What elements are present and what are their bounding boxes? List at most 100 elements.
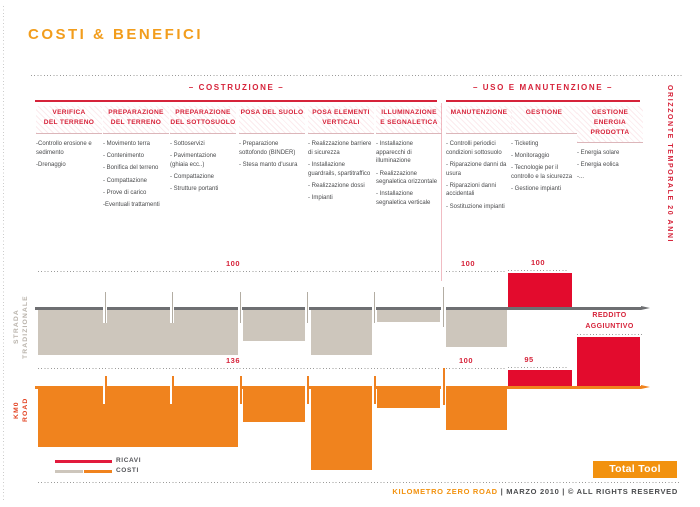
total-tool-badge: Total Tool <box>593 461 677 478</box>
list-item: -Drenaggio <box>36 161 66 168</box>
list-item: - Pavimentazione (ghiaia ecc..) <box>170 153 217 168</box>
column-title: PREPARAZIONE DEL TERRENO <box>103 106 169 134</box>
ref-line-km0-gestione <box>508 367 569 368</box>
list-item: -Eventuali trattamenti <box>103 201 160 208</box>
section-divider-line <box>441 103 442 281</box>
ref-line-trad-gestione <box>508 270 569 271</box>
column-gestione-energia-prodotta: GESTIONE ENERGIA PRODOTTA - Energia sola… <box>577 106 643 185</box>
value-label-km0-costruzione: 136 <box>218 356 248 365</box>
legend-ricavi-label: RICAVI <box>116 457 142 464</box>
bar-trad-costi-elementi-verticali <box>311 310 372 355</box>
list-item: - Compattazione <box>103 177 148 184</box>
phase-tick <box>240 292 241 323</box>
bar-trad-costi-illuminazione <box>377 310 440 322</box>
value-label-km0-manutenzione: 100 <box>451 356 481 365</box>
bar-km0-costi-illuminazione <box>377 389 440 408</box>
section-uso-manutenzione-label: – USO E MANUTENZIONE – <box>472 83 614 92</box>
legend-costi-orange-swatch <box>84 470 112 473</box>
bar-trad-ricavi-gestione <box>508 273 572 307</box>
column-item-list: - Movimento terra - Contenimento - Bonif… <box>103 140 169 210</box>
phase-tick <box>374 292 375 323</box>
bar-km0-costi-posa-suolo <box>243 389 305 422</box>
footer-rights: © ALL RIGHTS RESERVED <box>567 487 678 496</box>
orizzonte-temporale-label: ORIZZONTE TEMPORALE 20 ANNI <box>666 85 673 244</box>
column-preparazione-del-sottosuolo: PREPARAZIONE DEL SOTTOSUOLO - Sottoservi… <box>170 106 236 197</box>
list-item: - Controlli periodici condizioni sottosu… <box>446 141 502 156</box>
bar-trad-costi-terreno-sottosuolo <box>38 310 238 355</box>
column-preparazione-del-terreno: PREPARAZIONE DEL TERRENO - Movimento ter… <box>103 106 169 213</box>
section-uso-underline <box>446 100 640 102</box>
footer-date: MARZO 2010 <box>506 487 560 496</box>
list-item: - Energia eolica <box>577 161 619 168</box>
phase-tick <box>105 376 107 404</box>
ref-line-km0-costruzione <box>38 368 440 369</box>
list-item: - Energia solare <box>577 149 620 156</box>
list-item: - Impianti <box>308 194 333 201</box>
phase-tick <box>172 376 174 404</box>
page-title: COSTI & BENEFICI <box>28 26 204 43</box>
bar-km0-costi-manutenzione <box>446 389 507 430</box>
axis-arrow-gray <box>641 306 650 310</box>
column-item-list: - Installazione apparecchi di illuminazi… <box>376 140 442 208</box>
column-item-list: - Preparazione sottofondo (BINDER) - Ste… <box>239 140 305 170</box>
list-item: - Realizzazione dossi <box>308 182 365 189</box>
value-label-trad-manutenzione: 100 <box>453 259 483 268</box>
phase-tick <box>240 376 242 404</box>
ref-line-trad-manutenzione <box>446 271 506 272</box>
list-item: - Contenimento <box>103 153 145 160</box>
column-posa-elementi-verticali: POSA ELEMENTI VERTICALI - Realizzazione … <box>308 106 374 206</box>
column-title: ILLUMINAZIONE E SEGNALETICA <box>376 106 442 134</box>
column-illuminazione-segnaletica: ILLUMINAZIONE E SEGNALETICA - Installazi… <box>376 106 442 211</box>
list-item: - Sostituzione impianti <box>446 203 505 210</box>
footer-brand: KILOMETRO ZERO ROAD <box>392 487 498 496</box>
value-label-km0-gestione-ricavi: 95 <box>514 355 544 364</box>
bar-km0-costi-terreno-sottosuolo <box>38 389 238 447</box>
list-item: - Gestione impianti <box>511 186 562 193</box>
list-item: - Sottoservizi <box>170 141 205 147</box>
column-item-list: - Sottoservizi - Pavimentazione (ghiaia … <box>170 140 236 194</box>
reddito-aggiuntivo-label: REDDITO AGGIUNTIVO <box>585 312 634 330</box>
phase-tick <box>172 292 173 323</box>
phase-tick <box>307 376 309 404</box>
value-label-trad-costruzione: 100 <box>218 259 248 268</box>
column-item-list: - Controlli periodici condizioni sottosu… <box>446 140 512 211</box>
legend-costi-label: COSTI <box>116 467 139 474</box>
top-dotted-rule <box>31 75 683 76</box>
bar-trad-costi-manutenzione <box>446 310 507 347</box>
column-verifica-del-terreno: VERIFICA DEL TERRENO -Controllo erosione… <box>36 106 102 173</box>
list-item: -... <box>577 174 584 181</box>
row-label-km0-road: KM0 ROAD <box>13 397 30 423</box>
section-costruzione-label: – COSTRUZIONE – <box>188 83 285 92</box>
list-item: - Installazione apparecchi di illuminazi… <box>376 141 414 165</box>
footer-separator: | <box>562 487 566 496</box>
column-item-list: -Controllo erosione e sedimento -Drenagg… <box>36 140 102 170</box>
section-tick <box>443 368 445 405</box>
column-title: GESTIONE ENERGIA PRODOTTA <box>577 106 643 143</box>
phase-tick <box>374 376 376 404</box>
bar-reddito-aggiuntivo <box>577 337 640 386</box>
column-title: MANUTENZIONE <box>446 106 512 134</box>
column-title: GESTIONE <box>511 106 577 134</box>
axis-km0-road <box>35 386 641 389</box>
left-dotted-border <box>3 6 4 502</box>
bar-km0-ricavi-gestione <box>508 370 572 386</box>
list-item: - Stesa manto d'usura <box>239 161 298 168</box>
value-label-trad-gestione-ricavi: 100 <box>523 258 553 267</box>
column-item-list: - Ticketing - Monitoraggio - Tecnologie … <box>511 140 577 194</box>
list-item: - Realizzazione barriere di sicurezza <box>308 141 372 156</box>
ref-line-trad-costruzione <box>38 271 440 272</box>
phase-tick <box>105 292 106 323</box>
column-title: PREPARAZIONE DEL SOTTOSUOLO <box>170 106 236 134</box>
ref-line-km0-manutenzione <box>446 368 506 369</box>
list-item: -Controllo erosione e sedimento <box>36 141 92 156</box>
bottom-dotted-rule <box>38 482 679 483</box>
phase-tick <box>307 292 308 323</box>
column-item-list: - Energia solare - Energia eolica -... <box>577 149 643 182</box>
list-item: - Preparazione sottofondo (BINDER) <box>239 141 296 156</box>
reddito-dotted-rule <box>577 334 642 335</box>
list-item: - Riparazioni danni accidentali <box>446 182 497 198</box>
axis-arrow-orange <box>641 385 650 389</box>
section-costruzione-underline <box>35 100 437 102</box>
legend-costi-gray-swatch <box>55 470 83 473</box>
